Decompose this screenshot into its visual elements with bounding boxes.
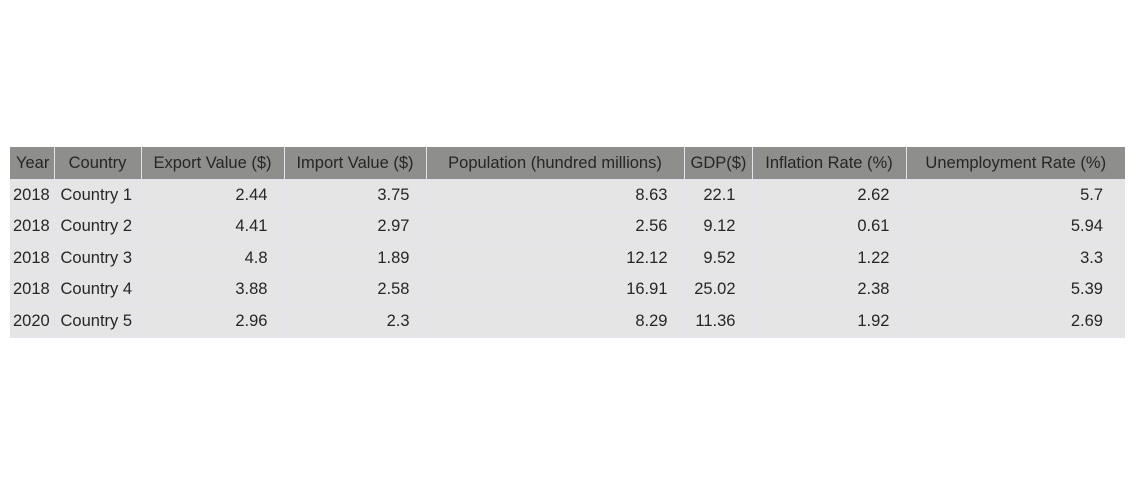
cell-import-value: 3.75 (284, 179, 427, 212)
cell-inflation-rate: 0.61 (752, 211, 907, 243)
cell-export-value: 4.8 (141, 242, 285, 275)
cell-population-hundred-millions: 16.91 (426, 274, 685, 306)
column-header-export-value: Export Value ($) (141, 147, 285, 180)
cell-year: 2018 (10, 179, 55, 212)
data-table: Year Country Export Value ($) Import Value … (10, 147, 1125, 338)
cell-country: Country 2 (54, 211, 142, 243)
table-row: 2020 Country 5 2.96 2.3 8.29 11.36 1.92 2.69 (10, 305, 1125, 338)
cell-year: 2018 (10, 274, 55, 306)
cell-population-hundred-millions: 2.56 (426, 211, 685, 243)
cell-import-value: 1.89 (284, 242, 427, 275)
cell-year: 2020 (10, 305, 55, 338)
table-row: 2018 Country 3 4.8 1.89 12.12 9.52 1.22 3.3 (10, 242, 1125, 275)
cell-gdp: 9.12 (684, 211, 753, 243)
cell-inflation-rate: 1.92 (752, 305, 907, 338)
cell-unemployment-rate: 2.69 (906, 305, 1125, 338)
table-body: 2018 Country 1 2.44 3.75 8.63 22.1 2.62 5.7 2018… (10, 179, 1125, 338)
cell-unemployment-rate: 5.39 (906, 274, 1125, 306)
table-header-row: Year Country Export Value ($) Import Value … (10, 147, 1125, 180)
column-header-unemployment-rate: Unemployment Rate (%) (906, 147, 1125, 180)
cell-gdp: 11.36 (684, 305, 753, 338)
column-header-gdp: GDP($) (684, 147, 753, 180)
cell-year: 2018 (10, 211, 55, 243)
cell-import-value: 2.97 (284, 211, 427, 243)
column-header-year: Year (10, 147, 55, 180)
cell-unemployment-rate: 3.3 (906, 242, 1125, 275)
cell-country: Country 5 (54, 305, 142, 338)
column-header-population-hundred-millions: Population (hundred millions) (426, 147, 685, 180)
table-row: 2018 Country 2 4.41 2.97 2.56 9.12 0.61 5.94 (10, 211, 1125, 243)
cell-gdp: 22.1 (684, 179, 753, 212)
cell-unemployment-rate: 5.94 (906, 211, 1125, 243)
cell-population-hundred-millions: 8.29 (426, 305, 685, 338)
cell-import-value: 2.3 (284, 305, 427, 338)
column-header-import-value: Import Value ($) (284, 147, 427, 180)
table-row: 2018 Country 1 2.44 3.75 8.63 22.1 2.62 5.7 (10, 179, 1125, 212)
cell-inflation-rate: 2.62 (752, 179, 907, 212)
cell-unemployment-rate: 5.7 (906, 179, 1125, 212)
cell-gdp: 25.02 (684, 274, 753, 306)
column-header-inflation-rate: Inflation Rate (%) (752, 147, 907, 180)
column-header-country: Country (54, 147, 142, 180)
cell-country: Country 3 (54, 242, 142, 275)
cell-import-value: 2.58 (284, 274, 427, 306)
cell-gdp: 9.52 (684, 242, 753, 275)
table-row: 2018 Country 4 3.88 2.58 16.91 25.02 2.38 5.39 (10, 274, 1125, 306)
cell-export-value: 4.41 (141, 211, 285, 243)
cell-country: Country 1 (54, 179, 142, 212)
cell-export-value: 2.44 (141, 179, 285, 212)
data-table-container: Year Country Export Value ($) Import Value … (10, 147, 1125, 338)
cell-population-hundred-millions: 8.63 (426, 179, 685, 212)
cell-export-value: 2.96 (141, 305, 285, 338)
cell-inflation-rate: 1.22 (752, 242, 907, 275)
cell-export-value: 3.88 (141, 274, 285, 306)
cell-population-hundred-millions: 12.12 (426, 242, 685, 275)
cell-year: 2018 (10, 242, 55, 275)
cell-country: Country 4 (54, 274, 142, 306)
cell-inflation-rate: 2.38 (752, 274, 907, 306)
